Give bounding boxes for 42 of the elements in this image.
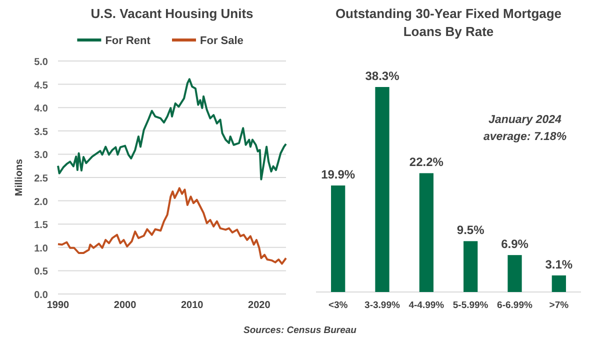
data-label: 6.9% bbox=[501, 237, 529, 252]
y-tick-label: 4.5 bbox=[34, 80, 48, 92]
chart-title: U.S. Vacant Housing Units bbox=[90, 6, 254, 21]
bar bbox=[331, 185, 346, 292]
data-label: 9.5% bbox=[456, 223, 485, 238]
y-tick-label: 2.5 bbox=[34, 174, 48, 184]
bar bbox=[464, 241, 478, 292]
y-tick-label: 3.0 bbox=[34, 150, 48, 162]
line-series bbox=[57, 78, 287, 180]
source-note: Sources: Census Bureau bbox=[244, 325, 357, 336]
x-tick-label: >7% bbox=[549, 300, 570, 311]
x-tick-label: 6-6.99% bbox=[497, 300, 533, 311]
bar bbox=[419, 173, 434, 292]
data-label: 19.9% bbox=[321, 167, 356, 182]
line-series bbox=[57, 187, 287, 265]
annotation: January 2024 average: 7.18% bbox=[483, 114, 567, 143]
x-tick-label: 4-4.99% bbox=[408, 300, 445, 311]
x-tick-label: <3% bbox=[328, 300, 348, 311]
y-tick-label: 3.5 bbox=[34, 126, 48, 138]
y-tick-label: 2.0 bbox=[34, 196, 48, 208]
x-tick-label: 2010 bbox=[180, 300, 204, 311]
y-tick-label: 4.0 bbox=[34, 104, 48, 115]
y-tick-label: 0.5 bbox=[34, 266, 48, 278]
chart-title: Outstanding 30-Year Fixed Mortgage Loans By Rate bbox=[335, 6, 562, 39]
y-tick-label: 1.0 bbox=[34, 243, 48, 254]
data-label: 22.2% bbox=[409, 155, 444, 170]
y-axis-title: Millions bbox=[14, 158, 25, 196]
x-tick-label: 2000 bbox=[114, 300, 137, 311]
x-tick-label: 1990 bbox=[46, 300, 70, 311]
data-label: 3.1% bbox=[545, 257, 573, 272]
bar bbox=[375, 87, 390, 292]
x-tick-label: 3-3.99% bbox=[364, 300, 400, 311]
legend-label: For Rent bbox=[105, 35, 151, 47]
y-tick-label: 1.5 bbox=[34, 220, 48, 232]
y-tick-label: 0.0 bbox=[34, 290, 48, 301]
legend-label: For Sale bbox=[200, 35, 244, 47]
bar bbox=[552, 275, 566, 292]
x-tick-label: 2020 bbox=[248, 300, 271, 311]
y-tick-label: 5.0 bbox=[34, 57, 48, 68]
bar bbox=[508, 255, 522, 292]
x-tick-label: 5-5.99% bbox=[452, 300, 489, 311]
data-label: 38.3% bbox=[365, 69, 400, 83]
